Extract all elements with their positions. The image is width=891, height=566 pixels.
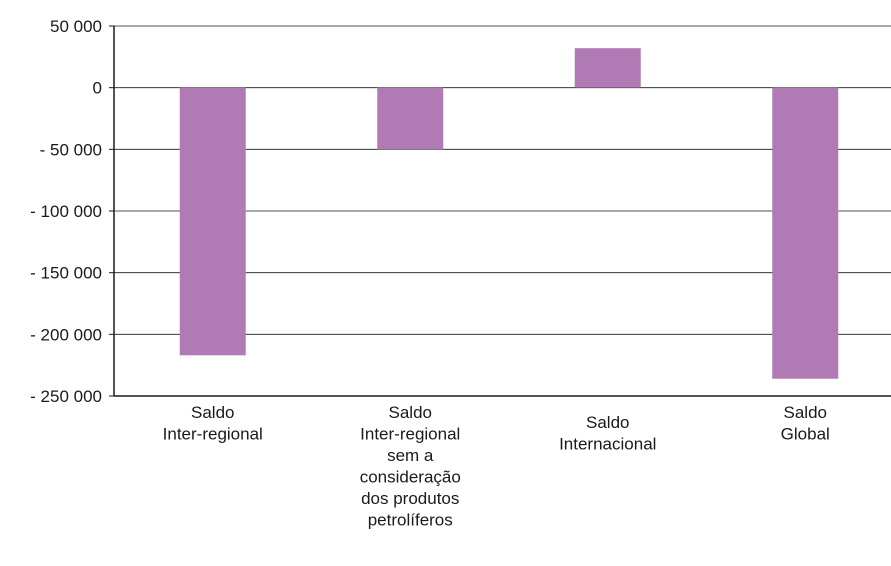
- category-label-line: Saldo: [784, 403, 827, 422]
- category-label-line: Inter-regional: [163, 425, 263, 444]
- y-tick-label: 0: [93, 79, 102, 98]
- category-label-line: consideração: [360, 468, 461, 487]
- y-tick-label: - 100 000: [30, 202, 102, 221]
- bar: [574, 48, 641, 88]
- y-tick-label: - 150 000: [30, 264, 102, 283]
- y-tick-label: - 250 000: [30, 387, 102, 406]
- y-tick-label: - 200 000: [30, 325, 102, 344]
- category-label-line: Internacional: [559, 435, 656, 454]
- category-label-line: Saldo: [586, 413, 629, 432]
- y-tick-labels: 50 000 0 - 50 000 - 100 000 - 150 000 - 200 0…: [30, 17, 102, 406]
- category-label-line: petrolíferos: [368, 511, 453, 530]
- category-label-line: sem a: [387, 446, 434, 465]
- axes: [109, 25, 891, 397]
- category-label: Saldo Inter-regional: [163, 403, 263, 444]
- bar: [179, 87, 246, 356]
- y-tick-label: - 50 000: [40, 140, 102, 159]
- category-label-line: dos produtos: [361, 489, 459, 508]
- category-label: Saldo Inter-regional sem a consideração dos …: [360, 403, 461, 530]
- category-label-line: Global: [781, 425, 830, 444]
- bar: [377, 87, 444, 150]
- x-category-labels: Saldo Inter-regional Saldo Inter-regional se…: [163, 403, 830, 530]
- bar: [772, 87, 839, 379]
- category-label-line: Saldo: [191, 403, 234, 422]
- category-label-line: Inter-regional: [360, 425, 460, 444]
- category-label: Saldo Internacional: [559, 413, 656, 454]
- bars: [179, 48, 839, 379]
- category-label: Saldo Global: [781, 403, 830, 444]
- y-tick-label: 50 000: [50, 17, 102, 36]
- category-label-line: Saldo: [389, 403, 432, 422]
